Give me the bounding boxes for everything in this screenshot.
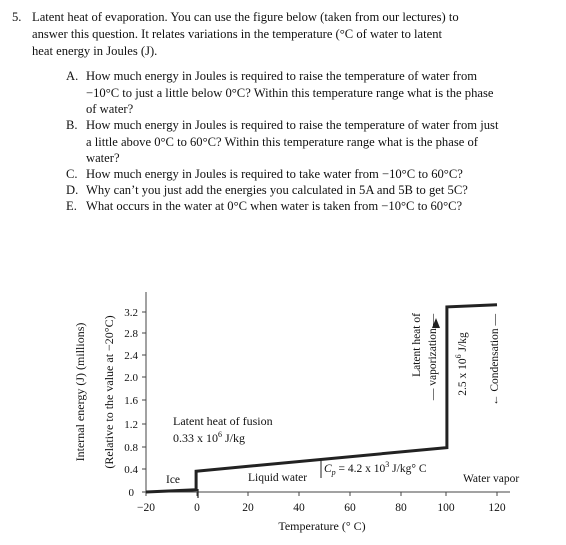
ytick-label: 2.0 bbox=[124, 372, 138, 384]
ytick-label: 1.2 bbox=[124, 419, 138, 431]
ytick-label: 2.4 bbox=[124, 350, 138, 362]
vaporization-arrow-icon bbox=[432, 318, 440, 328]
ytick-label: 2.8 bbox=[124, 328, 138, 340]
heat-capacity-label: Cp = 4.2 x 103 J/kg° C bbox=[324, 460, 427, 477]
y-axis-subtitle: (Relative to the value at −20°C) bbox=[102, 315, 116, 468]
item-a-line-2: −10°C to just a little below 0°C? Within… bbox=[86, 86, 494, 100]
fusion-value-base: 0.33 x 10 bbox=[173, 431, 218, 445]
vaporization-label-2: — vaporization — bbox=[427, 313, 439, 401]
item-d-line-1: Why can’t you just add the energies you … bbox=[86, 183, 468, 197]
y-axis-title: Internal energy (J) (millions) bbox=[73, 323, 87, 462]
item-a-letter: A. bbox=[66, 69, 79, 83]
xtick-label: 0 bbox=[194, 502, 200, 514]
ytick-label: 0 bbox=[129, 487, 135, 499]
heating-curve-line bbox=[145, 303, 498, 494]
item-a-line-1: How much energy in Joules is required to… bbox=[86, 69, 478, 83]
ytick-label: 3.2 bbox=[124, 307, 138, 319]
fusion-value: 0.33 x 106 J/kg bbox=[173, 430, 245, 445]
liquid-water-label: Liquid water bbox=[248, 472, 307, 484]
item-e-letter: E. bbox=[66, 199, 77, 213]
item-c-line-1: How much energy in Joules is required to… bbox=[86, 167, 463, 181]
item-a-line-3: of water? bbox=[86, 102, 134, 116]
xtick-label: 120 bbox=[488, 502, 506, 514]
item-e-line-1: What occurs in the water at 0°C when wat… bbox=[86, 199, 463, 213]
xtick-label: 40 bbox=[293, 502, 305, 514]
item-b-line-3: water? bbox=[86, 151, 120, 165]
item-d-letter: D. bbox=[66, 183, 79, 197]
ytick-label: 1.6 bbox=[124, 395, 138, 407]
y-tick-marks bbox=[142, 311, 146, 493]
xtick-label: 80 bbox=[395, 502, 407, 514]
ytick-label: 0.8 bbox=[124, 442, 138, 454]
x-tick-marks bbox=[145, 492, 498, 496]
intro-line-3: heat energy in Joules (J). bbox=[32, 44, 158, 58]
fusion-value-unit: J/kg bbox=[222, 431, 245, 445]
intro-line-1: Latent heat of evaporation. You can use … bbox=[32, 10, 459, 24]
item-b-line-2: a little above 0°C to 60°C? Within this … bbox=[86, 135, 478, 149]
xtick-label: 20 bbox=[242, 502, 254, 514]
xtick-label: 60 bbox=[344, 502, 356, 514]
condensation-label: ← Condensation — bbox=[489, 314, 501, 407]
x-axis-title: Temperature (° C) bbox=[278, 519, 365, 533]
ice-label: Ice bbox=[166, 474, 180, 486]
vaporization-label-1: Latent heat of bbox=[411, 313, 423, 377]
fusion-value-exp: 6 bbox=[218, 430, 222, 439]
intro-line-2: answer this question. It relates variati… bbox=[32, 27, 443, 41]
item-c-letter: C. bbox=[66, 167, 78, 181]
question-number: 5. bbox=[12, 10, 22, 24]
xtick-label: 100 bbox=[437, 502, 455, 514]
xtick-label: −20 bbox=[137, 502, 155, 514]
ytick-label: 0.4 bbox=[124, 464, 138, 476]
item-b-line-1: How much energy in Joules is required to… bbox=[86, 118, 499, 132]
vaporization-value: 2.5 x 106 J/kg bbox=[454, 332, 469, 396]
item-b-letter: B. bbox=[66, 118, 78, 132]
fusion-label: Latent heat of fusion bbox=[173, 414, 273, 428]
water-vapor-label: Water vapor bbox=[463, 473, 519, 485]
